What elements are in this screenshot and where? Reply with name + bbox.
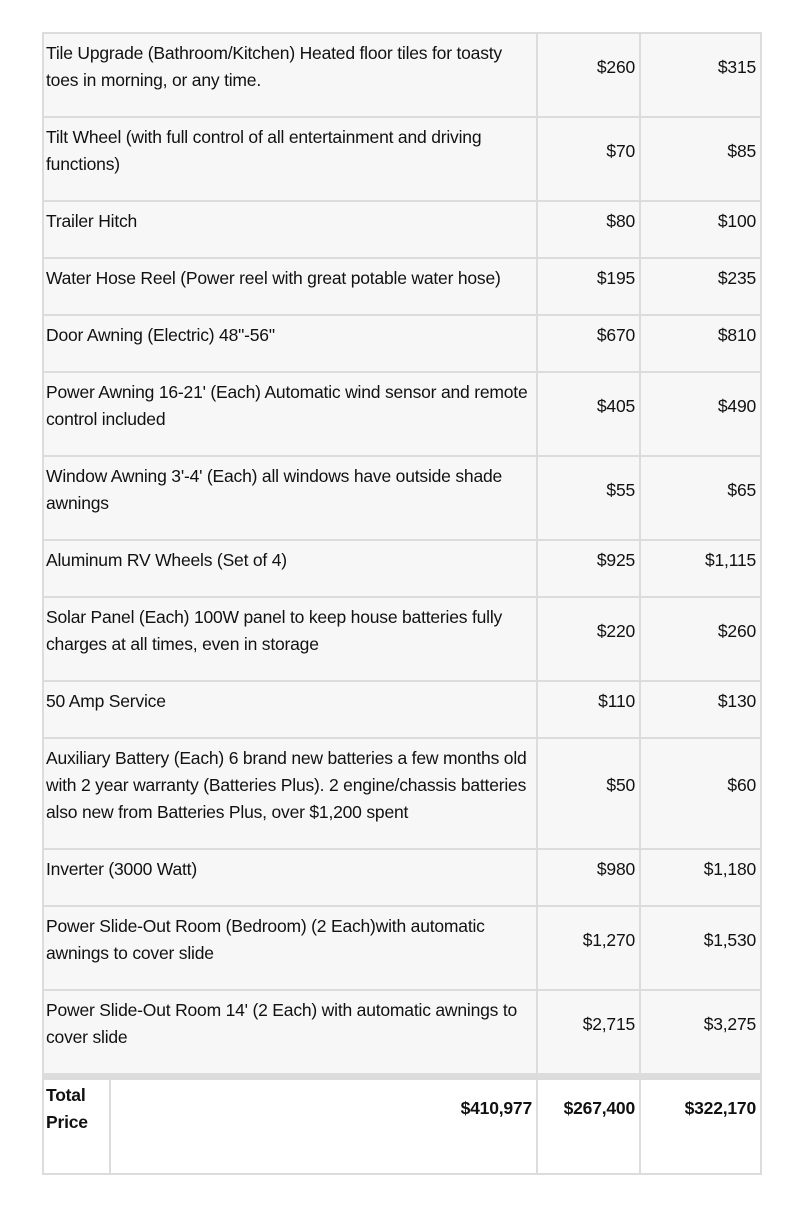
item-description: Aluminum RV Wheels (Set of 4) — [41, 539, 539, 598]
total-value-a: $267,400 — [536, 1075, 642, 1175]
item-price-a: $220 — [536, 596, 642, 682]
options-price-table: Tile Upgrade (Bathroom/Kitchen) Heated f… — [41, 32, 763, 1175]
table-row: Power Slide-Out Room (Bedroom) (2 Each)w… — [41, 905, 763, 991]
item-price-a: $80 — [536, 200, 642, 259]
table-row: Tile Upgrade (Bathroom/Kitchen) Heated f… — [41, 32, 763, 118]
table-row: Trailer Hitch $80 $100 — [41, 200, 763, 259]
item-price-b: $3,275 — [639, 989, 763, 1078]
item-description: Tilt Wheel (with full control of all ent… — [41, 116, 539, 202]
item-price-a: $925 — [536, 539, 642, 598]
item-price-b: $315 — [639, 32, 763, 118]
item-price-a: $195 — [536, 257, 642, 316]
item-description: Inverter (3000 Watt) — [41, 848, 539, 907]
item-description: Solar Panel (Each) 100W panel to keep ho… — [41, 596, 539, 682]
table-row: Aluminum RV Wheels (Set of 4) $925 $1,115 — [41, 539, 763, 598]
item-price-a: $70 — [536, 116, 642, 202]
table-row: Window Awning 3'-4' (Each) all windows h… — [41, 455, 763, 541]
total-label: Total Price — [42, 1075, 111, 1175]
table-row: Auxiliary Battery (Each) 6 brand new bat… — [41, 737, 763, 850]
item-price-b: $85 — [639, 116, 763, 202]
item-price-a: $980 — [536, 848, 642, 907]
table-row: 50 Amp Service $110 $130 — [41, 680, 763, 739]
item-price-b: $1,530 — [639, 905, 763, 991]
item-description: Door Awning (Electric) 48"-56" — [41, 314, 539, 373]
item-price-b: $260 — [639, 596, 763, 682]
table-row: Power Awning 16-21' (Each) Automatic win… — [41, 371, 763, 457]
table-row: Door Awning (Electric) 48"-56" $670 $810 — [41, 314, 763, 373]
item-price-b: $1,115 — [639, 539, 763, 598]
item-price-a: $110 — [536, 680, 642, 739]
item-description: Power Awning 16-21' (Each) Automatic win… — [41, 371, 539, 457]
table-row: Solar Panel (Each) 100W panel to keep ho… — [41, 596, 763, 682]
item-description: Window Awning 3'-4' (Each) all windows h… — [41, 455, 539, 541]
item-description: Auxiliary Battery (Each) 6 brand new bat… — [41, 737, 539, 850]
item-price-a: $55 — [536, 455, 642, 541]
item-price-a: $670 — [536, 314, 642, 373]
item-description: Tile Upgrade (Bathroom/Kitchen) Heated f… — [41, 32, 539, 118]
item-price-a: $2,715 — [536, 989, 642, 1078]
item-description: Trailer Hitch — [41, 200, 539, 259]
item-price-b: $65 — [639, 455, 763, 541]
table-row: Water Hose Reel (Power reel with great p… — [41, 257, 763, 316]
item-description: 50 Amp Service — [41, 680, 539, 739]
table-row: Power Slide-Out Room 14' (2 Each) with a… — [41, 989, 763, 1078]
total-value-main: $410,977 — [108, 1075, 539, 1175]
item-price-b: $60 — [639, 737, 763, 850]
item-price-b: $100 — [639, 200, 763, 259]
item-price-b: $810 — [639, 314, 763, 373]
item-price-a: $1,270 — [536, 905, 642, 991]
item-price-b: $235 — [639, 257, 763, 316]
item-price-b: $490 — [639, 371, 763, 457]
item-price-a: $50 — [536, 737, 642, 850]
item-description: Power Slide-Out Room 14' (2 Each) with a… — [41, 989, 539, 1078]
item-description: Power Slide-Out Room (Bedroom) (2 Each)w… — [41, 905, 539, 991]
total-value-b: $322,170 — [639, 1075, 763, 1175]
item-price-a: $260 — [536, 32, 642, 118]
table-row: Inverter (3000 Watt) $980 $1,180 — [41, 848, 763, 907]
total-row: Total Price $410,977 $267,400 $322,170 — [42, 1075, 763, 1175]
table-row: Tilt Wheel (with full control of all ent… — [41, 116, 763, 202]
item-price-b: $1,180 — [639, 848, 763, 907]
item-price-a: $405 — [536, 371, 642, 457]
item-description: Water Hose Reel (Power reel with great p… — [41, 257, 539, 316]
item-price-b: $130 — [639, 680, 763, 739]
